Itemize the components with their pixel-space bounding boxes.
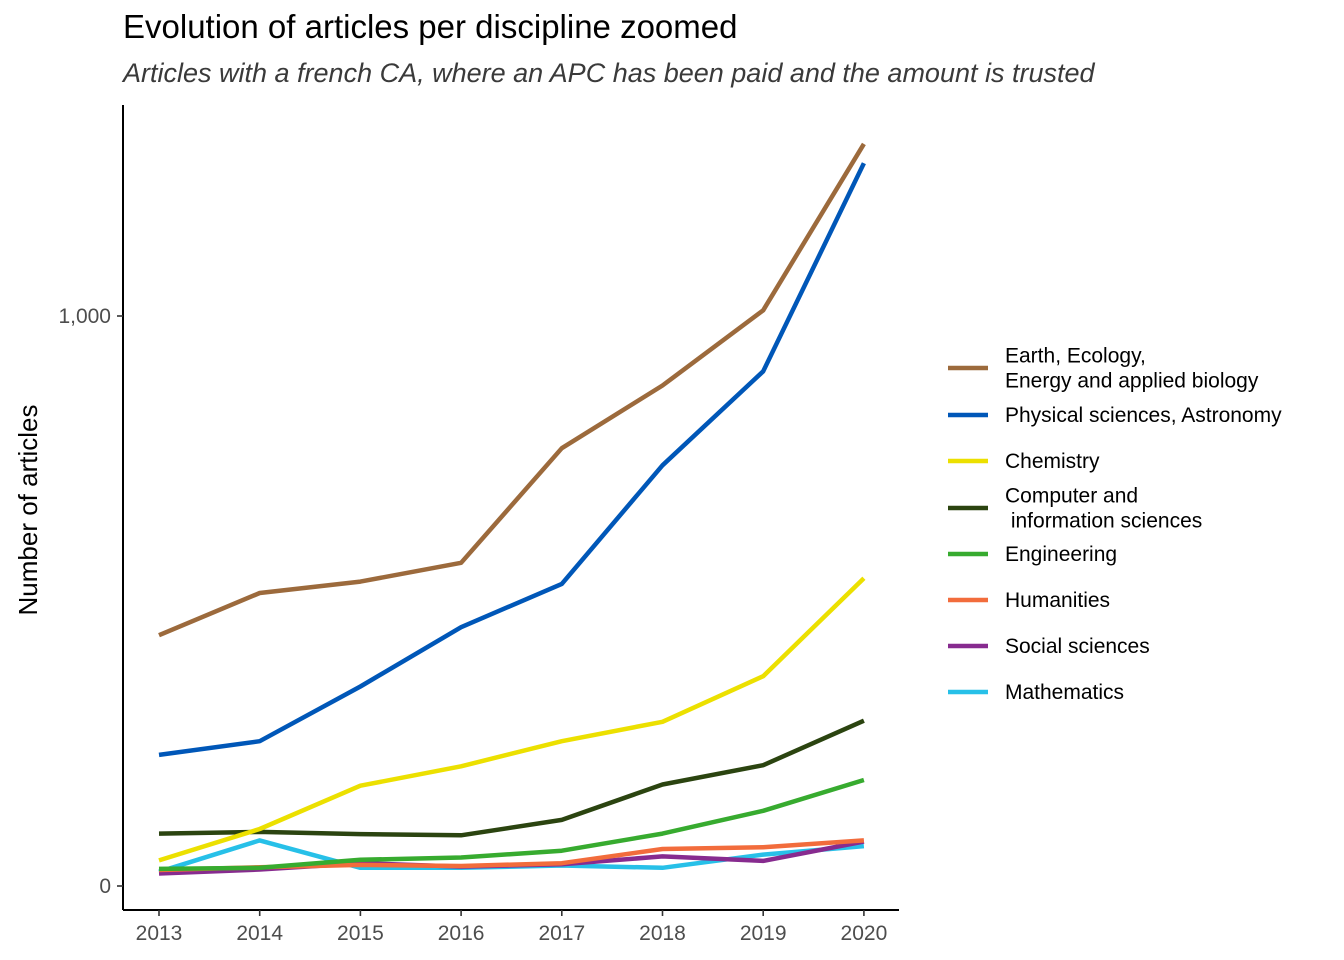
- series-layer: [158, 142, 866, 876]
- y-tick-label: 1,000: [58, 305, 111, 328]
- legend-label: Engineering: [1005, 543, 1117, 566]
- series-line-engineering: [158, 777, 865, 872]
- legend-item-mathematics: Mathematics: [948, 681, 1124, 704]
- legend-label: Chemistry: [1005, 450, 1100, 473]
- legend-item-physical-sciences-astronomy: Physical sciences, Astronomy: [948, 404, 1282, 427]
- legend-item-chemistry: Chemistry: [948, 450, 1100, 473]
- x-tick-label: 2019: [740, 922, 787, 945]
- x-tick-label: 2016: [438, 922, 485, 945]
- legend-label: Earth, Ecology, Energy and applied biolog…: [1005, 345, 1259, 393]
- x-tick-label: 2014: [236, 922, 283, 945]
- series-line-computer-and-information-sciences: [158, 718, 865, 838]
- legend-label: Humanities: [1005, 589, 1110, 612]
- legend-item-computer-and-information-sciences: Computer and information sciences: [948, 485, 1202, 533]
- y-tick-label: 0: [99, 875, 111, 898]
- legend: Earth, Ecology, Energy and applied biolog…: [948, 345, 1282, 704]
- chart-subtitle: Articles with a french CA, where an APC …: [123, 58, 1095, 88]
- legend-label: Mathematics: [1005, 681, 1124, 704]
- x-tick-label: 2020: [841, 922, 888, 945]
- x-tick-label: 2015: [337, 922, 384, 945]
- series-line-chemistry: [158, 576, 866, 863]
- legend-label: Computer and information sciences: [1005, 485, 1202, 533]
- y-axis: 0 1,000: [58, 105, 124, 910]
- x-tick-label: 2017: [538, 922, 585, 945]
- x-tick-label: 2018: [639, 922, 686, 945]
- x-axis: 2013 2014 2015 2016 2017 2018 2019 2020: [123, 909, 899, 945]
- legend-label: Social sciences: [1005, 635, 1150, 658]
- x-tick-label: 2013: [136, 922, 183, 945]
- series-line-earth-ecology-energy-and-applied-biology: [158, 142, 866, 638]
- legend-item-social-sciences: Social sciences: [948, 635, 1150, 658]
- legend-item-engineering: Engineering: [948, 543, 1117, 566]
- legend-item-humanities: Humanities: [948, 589, 1110, 612]
- legend-label: Physical sciences, Astronomy: [1005, 404, 1282, 427]
- y-axis-title: Number of articles: [13, 405, 43, 616]
- series-line-physical-sciences-astronomy: [158, 162, 866, 758]
- legend-item-earth-ecology-energy-and-applied-biology: Earth, Ecology, Energy and applied biolog…: [948, 345, 1259, 393]
- chart-title: Evolution of articles per discipline zoo…: [123, 8, 738, 45]
